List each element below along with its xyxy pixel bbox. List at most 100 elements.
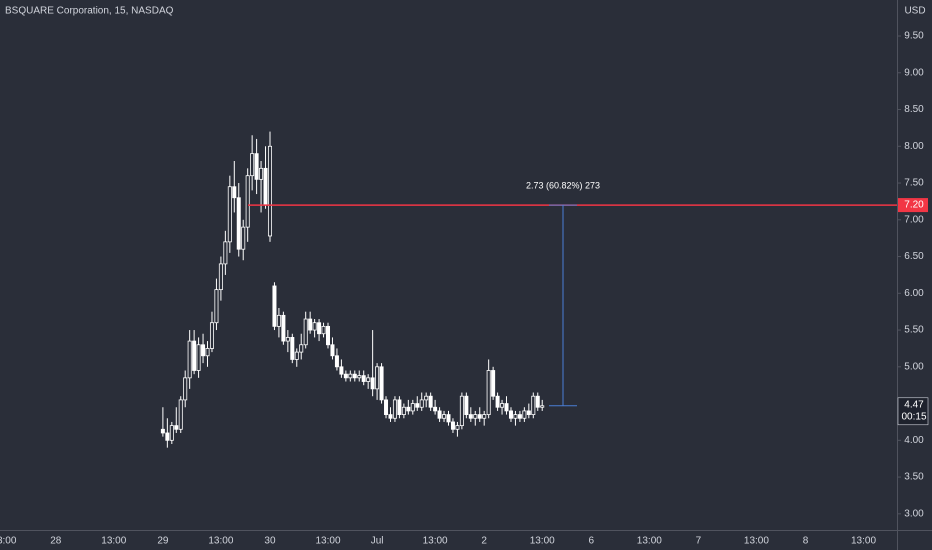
y-tick-label: 6.50 — [904, 251, 924, 262]
candle-body — [410, 403, 415, 412]
x-tick-label: 13:00 — [744, 536, 769, 547]
candle-body — [526, 410, 531, 415]
candle-body — [517, 414, 522, 419]
candle-body — [504, 403, 509, 412]
price-line-tag — [898, 198, 928, 213]
candle-body — [482, 414, 487, 419]
candle-body — [450, 421, 455, 430]
y-tick-label: 4.00 — [904, 435, 924, 446]
candle-body — [169, 425, 174, 441]
x-tick-label: 13:00 — [530, 536, 555, 547]
candle-body — [343, 373, 348, 379]
candle-body — [415, 403, 420, 408]
x-tick-label: 6 — [589, 536, 595, 547]
candle-body — [468, 414, 473, 419]
y-tick-label: 9.00 — [904, 67, 924, 78]
last-price-tag — [897, 397, 929, 426]
candle-body — [317, 322, 322, 335]
y-tick-label: 3.00 — [904, 508, 924, 519]
candle-body — [196, 344, 201, 371]
candle-body — [160, 428, 165, 434]
candle-body — [209, 322, 214, 349]
y-tick-label: 7.00 — [904, 214, 924, 225]
candle-body — [232, 186, 237, 199]
candle-body — [348, 373, 353, 379]
x-tick-label: 13:00 — [208, 536, 233, 547]
y-tick-label: 9.50 — [904, 31, 924, 42]
candle-body — [370, 377, 375, 390]
candle-body — [424, 395, 429, 401]
y-tick-label: 8.50 — [904, 104, 924, 115]
candle-body — [473, 414, 478, 419]
candle-body — [491, 370, 496, 397]
candle-body — [392, 399, 397, 419]
x-tick-label: 2 — [481, 536, 487, 547]
candle-body — [495, 395, 500, 408]
candle-body — [361, 375, 366, 382]
candle-body — [218, 263, 223, 291]
candle-body — [250, 153, 255, 177]
x-tick-label: Jul — [371, 536, 384, 547]
x-tick-label: 8 — [803, 536, 809, 547]
candle-body — [442, 414, 447, 419]
candle-body — [290, 337, 295, 360]
candle-body — [285, 337, 290, 342]
y-tick-label: 3.50 — [904, 472, 924, 483]
x-tick-label: 7 — [696, 536, 702, 547]
candle-body — [312, 322, 317, 331]
candle-body — [178, 399, 183, 430]
candle-body — [384, 399, 389, 415]
y-tick-label: 7.50 — [904, 178, 924, 189]
candle-body — [513, 414, 518, 419]
candle-body — [241, 226, 246, 250]
countdown-label: 00:15 — [901, 411, 926, 422]
candle-body — [459, 395, 464, 427]
candle-body — [267, 145, 272, 237]
candle-body — [303, 318, 308, 346]
candle-body — [165, 432, 170, 441]
candle-body — [455, 425, 460, 430]
candle-body — [281, 314, 286, 342]
candle-body — [192, 340, 197, 371]
price-line-label: 7.20 — [904, 200, 924, 211]
currency-label: USD — [904, 6, 925, 17]
x-tick-label: 13:00 — [851, 536, 876, 547]
candle-body — [352, 373, 357, 379]
y-tick-label: 6.00 — [904, 288, 924, 299]
candle-body — [223, 241, 228, 265]
candle-body — [259, 167, 264, 180]
candle-body — [330, 344, 335, 357]
x-tick-label: 13:00 — [101, 536, 126, 547]
candle-body — [366, 377, 371, 382]
candle-body — [531, 395, 536, 415]
candle-body — [401, 406, 406, 415]
candle-body — [254, 153, 259, 180]
candle-body — [464, 395, 469, 415]
candle-body — [294, 351, 299, 360]
x-tick-label: 30 — [264, 536, 276, 547]
candle-body — [308, 318, 313, 331]
candle-body — [214, 289, 219, 324]
candle-body — [419, 399, 424, 408]
candle-body — [540, 405, 545, 408]
x-tick-label: 29 — [157, 536, 169, 547]
x-tick-label: 13:00 — [637, 536, 662, 547]
candle-body — [508, 410, 513, 419]
candle-body — [406, 406, 411, 412]
candle-body — [326, 325, 331, 346]
last-price-label: 4.47 — [904, 399, 924, 410]
x-tick-label: 3:00 — [0, 536, 17, 547]
y-tick-label: 5.00 — [904, 361, 924, 372]
candle-body — [522, 410, 527, 419]
candle-body — [357, 375, 362, 379]
candle-body — [339, 366, 344, 375]
candle-body — [428, 395, 433, 408]
candle-body — [500, 403, 505, 408]
candle-body — [201, 344, 206, 357]
candle-body — [397, 399, 402, 415]
candle-body — [433, 406, 438, 412]
candle-body — [276, 314, 281, 327]
chart-title: BSQUARE Corporation, 15, NASDAQ — [5, 6, 174, 17]
measure-label: 2.73 (60.82%) 273 — [526, 180, 600, 190]
